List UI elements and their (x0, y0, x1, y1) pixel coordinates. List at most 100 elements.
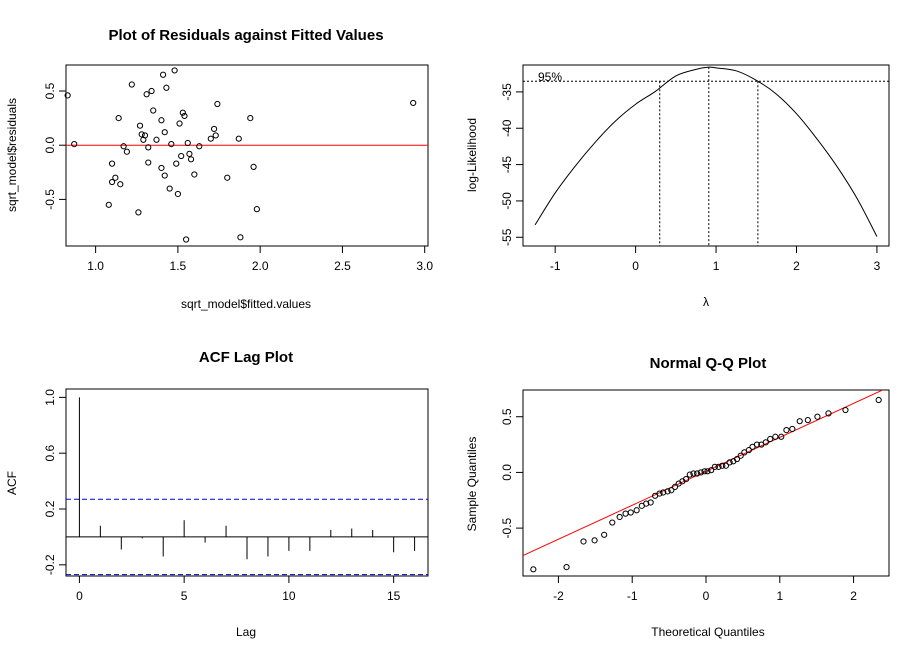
residuals-x-tick-label: 3.0 (416, 259, 433, 273)
residual-point (184, 139, 191, 147)
qq-point (704, 468, 711, 475)
residual-point (410, 99, 417, 107)
residual-point (128, 81, 135, 88)
residual-point (64, 92, 71, 99)
residuals-y-tick-label: 0.0 (43, 137, 57, 154)
acf-spikes (78, 397, 416, 560)
residual-point (150, 107, 157, 114)
residual-point (168, 141, 175, 148)
residual-point (71, 141, 78, 148)
qq-point (633, 507, 640, 514)
residual-point (120, 143, 127, 150)
qq-x-axis-label: Theoretical Quantiles (651, 625, 764, 639)
residuals-panel: Plot of Residuals against Fitted Values … (5, 27, 433, 311)
residual-point (207, 135, 214, 142)
qq-point (656, 490, 663, 497)
residual-point (117, 181, 124, 188)
residual-point (135, 209, 142, 216)
boxcox-y-tick-label: -55 (500, 228, 514, 246)
residuals-x-tick-label: 2.0 (252, 259, 269, 273)
qq-y-axis-label: Sample Quantiles (465, 437, 479, 532)
qq-reference-line-group (523, 390, 884, 557)
acf-x-tick-label: 5 (181, 589, 188, 603)
boxcox-x-axis: -1 0 1 2 3 (550, 245, 881, 273)
residual-point (115, 115, 122, 122)
qq-point (708, 467, 715, 474)
qq-point (563, 563, 570, 571)
qq-chart-title: Normal Q-Q Plot (650, 355, 767, 372)
qq-x-tick-label: -2 (553, 589, 564, 603)
qq-points (530, 396, 882, 573)
boxcox-x-tick-label: 3 (874, 259, 881, 273)
qq-point (733, 455, 741, 463)
residual-point (235, 135, 242, 142)
qq-point (804, 416, 811, 424)
qq-y-tick-label: 0.5 (500, 408, 514, 425)
qq-point (825, 410, 832, 417)
residuals-x-axis-label: sqrt_model$fitted.values (181, 297, 311, 311)
qq-point (767, 435, 774, 443)
acf-y-axis-label: ACF (5, 471, 19, 495)
qq-point (690, 470, 697, 477)
boxcox-y-axis-label: log-Likelihood (465, 118, 479, 192)
qq-point (715, 463, 722, 470)
residual-point (237, 234, 244, 241)
residual-point (212, 132, 219, 139)
acf-y-tick-label: 1.0 (43, 389, 57, 406)
acf-x-axis-label: Lag (236, 625, 256, 639)
residual-point (136, 122, 144, 129)
acf-x-tick-label: 15 (387, 589, 401, 603)
acf-chart-title: ACF Lag Plot (199, 349, 293, 366)
boxcox-y-tick-label: -50 (500, 192, 514, 210)
acf-panel: ACF Lag Plot 0 5 10 15 -0.2 0.2 0.6 1.0 Lag AC… (5, 349, 429, 639)
residual-point (153, 136, 160, 143)
boxcox-y-tick-label: -45 (500, 156, 514, 174)
qq-panel: Normal Q-Q Plot -2 -1 0 1 2 -0.5 0.0 0.5 Theor… (465, 355, 890, 639)
qq-x-tick-label: -1 (627, 589, 638, 603)
residual-point (123, 148, 130, 155)
qq-point (789, 425, 796, 433)
qq-point (609, 519, 616, 526)
residuals-y-axis: -0.5 0.0 0.5 (43, 82, 66, 210)
qq-point (530, 566, 537, 573)
qq-point (694, 470, 701, 477)
residuals-y-tick-label: 0.5 (43, 82, 57, 99)
residuals-chart-title: Plot of Residuals against Fitted Values (108, 27, 383, 44)
residual-point (174, 190, 181, 198)
residual-point (145, 159, 152, 166)
qq-point (842, 406, 849, 414)
boxcox-ci-annotation: 95% (538, 70, 562, 84)
residual-point (186, 150, 193, 157)
boxcox-log-likelihood-curve (534, 66, 878, 237)
qq-point (778, 433, 785, 440)
qq-point (580, 538, 587, 545)
boxcox-x-tick-label: 2 (793, 259, 800, 273)
acf-y-tick-label: 0.2 (43, 500, 57, 517)
acf-confidence-bounds (66, 498, 428, 576)
qq-x-axis: -2 -1 0 1 2 (553, 575, 857, 603)
residuals-x-tick-label: 1.0 (87, 259, 104, 273)
qq-point (726, 459, 733, 466)
qq-y-tick-label: -0.5 (500, 517, 514, 538)
residual-point (173, 160, 180, 167)
qq-y-axis: -0.5 0.0 0.5 (500, 408, 523, 538)
qq-point (762, 439, 769, 446)
qq-point (671, 483, 679, 490)
residual-point (161, 172, 168, 179)
residual-point (196, 143, 203, 150)
qq-point (753, 441, 761, 448)
residual-point (179, 109, 186, 116)
qq-point (643, 500, 650, 507)
boxcox-x-tick-label: -1 (550, 259, 561, 273)
residual-point (112, 174, 119, 181)
qq-point (772, 433, 779, 440)
qq-point (814, 413, 821, 420)
boxcox-confidence-lines (523, 67, 889, 246)
acf-y-tick-label: -0.2 (43, 554, 57, 575)
residual-point (250, 163, 257, 170)
residual-point (108, 178, 116, 186)
qq-point (668, 487, 675, 494)
qq-point (697, 469, 704, 476)
